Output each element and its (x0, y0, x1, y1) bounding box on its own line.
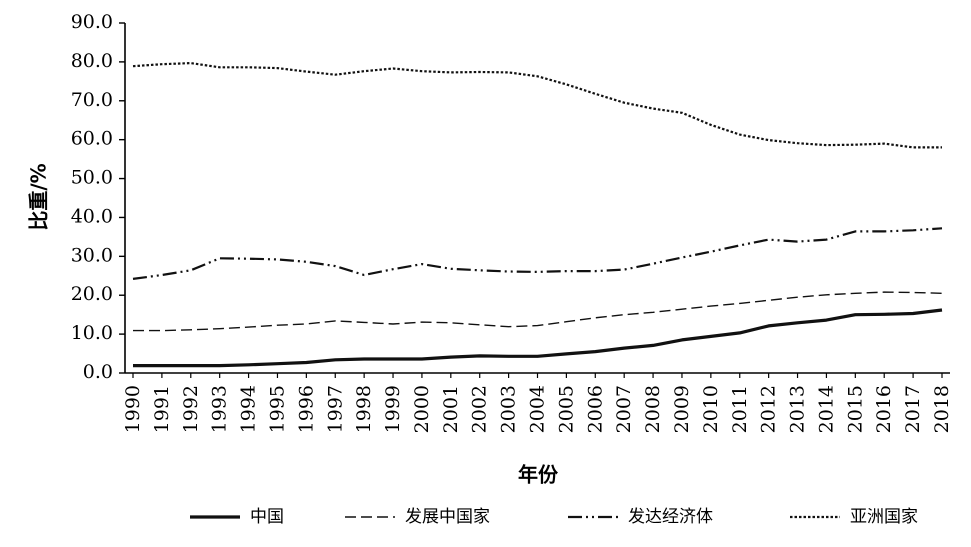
x-tick-label: 1995 (266, 385, 288, 433)
x-tick-label: 2004 (527, 385, 549, 433)
x-tick-label: 2002 (469, 385, 491, 433)
y-tick-label: 10.0 (71, 322, 113, 344)
x-tick-label: 2014 (815, 385, 837, 433)
y-tick-label: 70.0 (71, 89, 113, 111)
y-tick-label: 60.0 (71, 128, 113, 150)
y-tick-label: 80.0 (71, 50, 113, 72)
x-tick-label: 2017 (902, 385, 924, 433)
x-tick-label: 2018 (931, 385, 953, 433)
series-line-4 (132, 61, 942, 149)
x-tick-label: 1991 (151, 385, 173, 433)
x-axis: 1990 1991 1992 1993 1994 1995 1996 1997 1998 1999… (122, 372, 953, 433)
x-tick-label: 2011 (729, 385, 751, 433)
x-tick-label: 2006 (584, 385, 606, 433)
series-line-1 (133, 308, 943, 368)
x-tick-label: 1996 (295, 385, 317, 433)
x-tick-label: 1998 (353, 385, 375, 433)
legend-label-3: 发达经济体 (628, 507, 713, 527)
x-tick-label: 2016 (873, 385, 895, 433)
y-tick-label: 0.0 (83, 361, 113, 383)
x-tick-label: 1993 (209, 385, 231, 433)
legend-label-4: 亚洲国家 (850, 507, 918, 527)
legend: 中国 发展中国家 发达经济体 亚洲国家 (190, 507, 918, 527)
x-tick-label: 2005 (555, 385, 577, 433)
x-tick-label: 2000 (411, 385, 433, 433)
x-tick-label: 2012 (758, 385, 780, 433)
x-tick-label: 2013 (787, 385, 809, 433)
legend-label-1: 中国 (250, 507, 284, 527)
x-tick-label: 2001 (440, 385, 462, 433)
x-tick-label: 2008 (642, 385, 664, 433)
x-tick-label: 2003 (498, 385, 520, 433)
x-tick-label: 1992 (180, 385, 202, 433)
y-axis-title: 比重/% (27, 163, 51, 230)
x-tick-label: 1997 (324, 385, 346, 433)
x-tick-label: 2010 (700, 385, 722, 433)
x-tick-label: 1994 (238, 385, 260, 433)
x-tick-label: 2007 (613, 385, 635, 433)
y-tick-label: 20.0 (71, 283, 113, 305)
series-line-3 (132, 227, 943, 280)
x-tick-label: 1990 (122, 385, 144, 433)
y-axis: 0.0 10.0 20.0 30.0 40.0 50.0 60.0 70.0 80.0 90.0 (71, 11, 126, 383)
x-tick-label: 2015 (844, 385, 866, 433)
x-tick-label: 1999 (382, 385, 404, 433)
y-tick-label: 30.0 (71, 244, 113, 266)
series-line-2 (133, 291, 943, 332)
x-tick-label: 2009 (671, 385, 693, 433)
legend-label-2: 发展中国家 (405, 507, 490, 527)
series-lines (132, 61, 943, 368)
y-tick-label: 50.0 (71, 167, 113, 189)
x-axis-title: 年份 (518, 463, 559, 487)
y-tick-label: 90.0 (71, 11, 113, 33)
y-tick-label: 40.0 (71, 205, 113, 227)
